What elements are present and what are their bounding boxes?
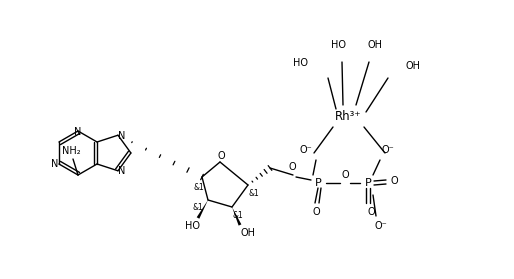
- Text: P: P: [315, 178, 321, 188]
- Text: OH: OH: [241, 228, 255, 238]
- Text: O: O: [390, 176, 398, 186]
- Text: O: O: [217, 151, 225, 161]
- Text: OH: OH: [406, 61, 421, 71]
- Text: &1: &1: [193, 203, 204, 213]
- Text: O: O: [312, 207, 320, 217]
- Text: O⁻: O⁻: [375, 221, 388, 231]
- Text: &1: &1: [233, 210, 243, 220]
- Text: N: N: [118, 131, 125, 141]
- Text: HO: HO: [185, 221, 199, 231]
- Polygon shape: [232, 207, 242, 226]
- Text: N: N: [75, 127, 82, 137]
- Text: P: P: [364, 178, 372, 188]
- Text: N: N: [118, 166, 125, 176]
- Polygon shape: [197, 200, 208, 219]
- Text: O: O: [288, 162, 296, 172]
- Text: HO: HO: [293, 58, 308, 68]
- Text: O⁻: O⁻: [381, 145, 394, 155]
- Text: NH₂: NH₂: [62, 146, 80, 156]
- Text: O: O: [367, 207, 375, 217]
- Text: Rh³⁺: Rh³⁺: [335, 110, 361, 124]
- Text: HO: HO: [331, 40, 345, 50]
- Text: &1: &1: [194, 182, 205, 191]
- Text: OH: OH: [368, 40, 382, 50]
- Text: O: O: [341, 170, 349, 180]
- Text: O⁻: O⁻: [300, 145, 313, 155]
- Text: &1: &1: [249, 189, 260, 198]
- Text: N: N: [51, 159, 59, 169]
